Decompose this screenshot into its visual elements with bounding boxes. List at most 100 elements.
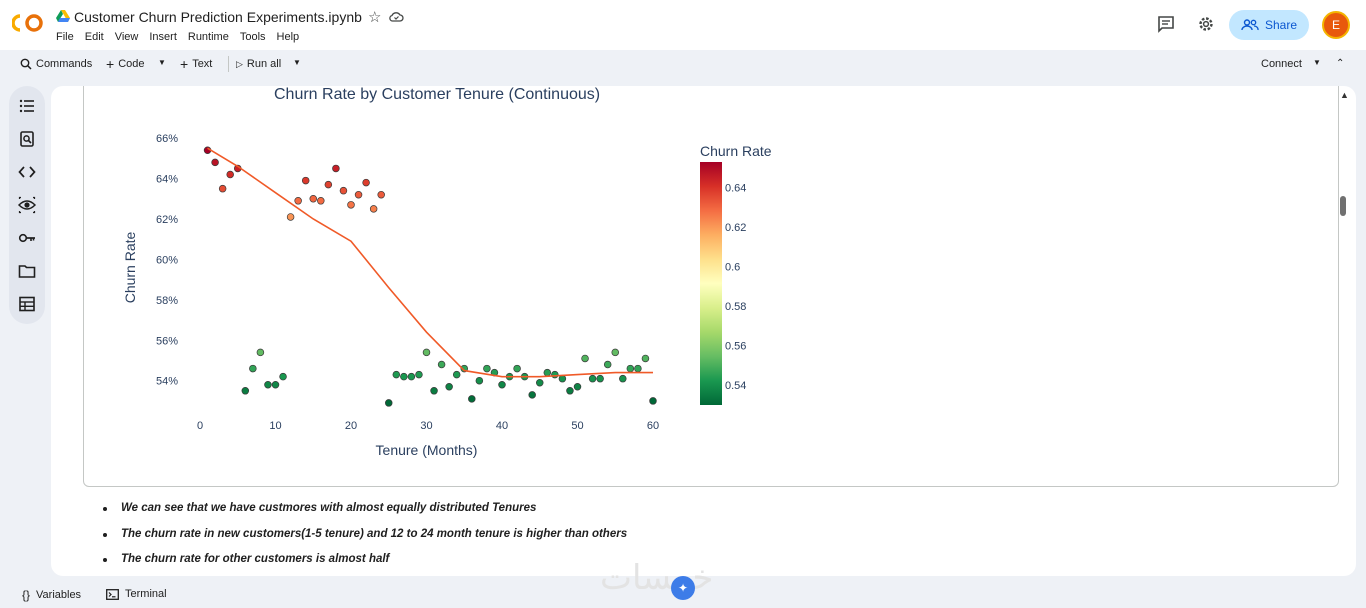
terminal-button[interactable]: Terminal <box>106 588 167 600</box>
scatter-point[interactable] <box>392 370 401 379</box>
cloud-saved-icon[interactable] <box>389 10 404 22</box>
scatter-point[interactable] <box>619 374 627 383</box>
scatter-point[interactable] <box>369 205 378 213</box>
scrollbar-thumb[interactable] <box>1340 196 1346 216</box>
scatter-point[interactable] <box>596 374 604 383</box>
scatter-point[interactable] <box>362 178 370 187</box>
scatter-point[interactable] <box>452 370 461 379</box>
scatter-point[interactable] <box>626 364 635 373</box>
scatter-point[interactable] <box>513 364 521 373</box>
scatter-point[interactable] <box>498 380 506 389</box>
scatter-point[interactable] <box>407 372 416 381</box>
scatter-point[interactable] <box>611 348 619 357</box>
scatter-point[interactable] <box>603 360 612 369</box>
notebook-title[interactable]: Customer Churn Prediction Experiments.ip… <box>74 9 362 25</box>
scatter-point[interactable] <box>437 360 446 369</box>
scatter-point[interactable] <box>354 190 363 199</box>
scatter-point[interactable] <box>264 380 272 389</box>
scatter-point[interactable] <box>241 387 250 395</box>
scatter-point[interactable] <box>279 372 287 381</box>
menu-insert[interactable]: Insert <box>149 31 177 43</box>
scatter-point[interactable] <box>536 378 544 387</box>
colab-logo-icon[interactable] <box>12 12 44 34</box>
connect-button[interactable]: Connect <box>1261 58 1302 70</box>
scatter-point[interactable] <box>347 201 355 209</box>
scatter-point[interactable] <box>649 397 657 405</box>
menu-view[interactable]: View <box>114 31 139 43</box>
add-text-button[interactable]: + Text <box>180 57 212 71</box>
star-icon[interactable]: ☆ <box>368 9 382 26</box>
y-axis-label: Churn Rate <box>122 231 138 303</box>
table-of-contents-icon[interactable] <box>18 97 36 115</box>
run-dropdown-icon[interactable]: ▼ <box>293 58 301 67</box>
scatter-point[interactable] <box>332 164 340 173</box>
scatter-point[interactable] <box>218 184 227 193</box>
scatter-point[interactable] <box>400 372 408 381</box>
scatter-point[interactable] <box>528 391 536 399</box>
scatter-point[interactable] <box>468 395 476 403</box>
comment-icon[interactable] <box>1157 15 1175 33</box>
scatter-point[interactable] <box>445 383 453 391</box>
menu-help[interactable]: Help <box>276 31 300 43</box>
scatter-point[interactable] <box>226 170 234 179</box>
scatter-point[interactable] <box>430 387 438 395</box>
scatter-point[interactable] <box>286 213 295 221</box>
scatter-point[interactable] <box>543 368 552 377</box>
scatter-point[interactable] <box>309 195 318 203</box>
add-code-button[interactable]: + Code <box>106 57 145 71</box>
gemini-icon[interactable]: ✦ <box>671 576 695 600</box>
scatter-point[interactable] <box>415 370 423 379</box>
scatter-point[interactable] <box>475 376 484 385</box>
scatter-point[interactable] <box>324 180 333 189</box>
variables-button[interactable]: {} Variables <box>22 588 81 602</box>
scatter-point[interactable] <box>339 186 348 195</box>
colorbar-tick-label: 0.62 <box>725 222 746 234</box>
scatter-point[interactable] <box>377 190 385 199</box>
scatter-point[interactable] <box>566 387 574 395</box>
menu-bar: File Edit View Insert Runtime Tools Help <box>56 31 310 43</box>
scatter-point[interactable] <box>483 364 491 373</box>
scatter-point[interactable] <box>422 348 431 357</box>
scatter-point[interactable] <box>271 380 280 389</box>
menu-edit[interactable]: Edit <box>84 31 104 43</box>
eye-icon[interactable] <box>18 196 36 214</box>
find-icon[interactable] <box>18 130 36 148</box>
search-icon <box>20 58 32 70</box>
scatter-point[interactable] <box>641 354 650 363</box>
x-tick-label: 40 <box>496 420 508 432</box>
note-text: The churn rate for other customers is al… <box>121 553 390 565</box>
run-all-button[interactable]: ▷ Run all <box>236 58 281 70</box>
code-dropdown-icon[interactable]: ▼ <box>158 58 166 67</box>
code-label: Code <box>118 58 145 70</box>
code-snippets-icon[interactable] <box>18 163 36 181</box>
scatter-point[interactable] <box>385 399 393 407</box>
scatter-point[interactable] <box>301 176 310 185</box>
collapse-icon[interactable]: ⌃ <box>1336 58 1345 69</box>
watermark-logo: خمسات <box>600 558 714 598</box>
scatter-point[interactable] <box>249 364 257 373</box>
connect-dropdown-icon[interactable]: ▼ <box>1313 58 1321 67</box>
commands-button[interactable]: Commands <box>20 58 92 70</box>
scatter-point[interactable] <box>317 197 325 205</box>
table-icon[interactable] <box>18 295 36 313</box>
menu-tools[interactable]: Tools <box>239 31 266 43</box>
toolbar-divider <box>228 56 229 72</box>
menu-runtime[interactable]: Runtime <box>187 31 229 43</box>
scatter-point[interactable] <box>588 374 597 383</box>
scatter-point[interactable] <box>256 348 265 357</box>
scatter-point[interactable] <box>211 158 219 167</box>
avatar[interactable]: E <box>1322 11 1350 39</box>
key-icon[interactable] <box>18 229 36 247</box>
gear-icon[interactable] <box>1197 15 1215 33</box>
scatter-point[interactable] <box>581 354 589 363</box>
terminal-icon <box>106 588 119 600</box>
scatter-point[interactable] <box>573 383 582 391</box>
scatter-point[interactable] <box>294 197 302 205</box>
share-button[interactable]: Share <box>1229 10 1309 40</box>
scatter-point[interactable] <box>551 370 559 379</box>
scroll-up-icon[interactable]: ▲ <box>1340 90 1349 100</box>
x-tick-label: 60 <box>647 420 659 432</box>
menu-file[interactable]: File <box>56 31 74 43</box>
scatter-point[interactable] <box>634 364 642 373</box>
folder-icon[interactable] <box>18 262 36 280</box>
